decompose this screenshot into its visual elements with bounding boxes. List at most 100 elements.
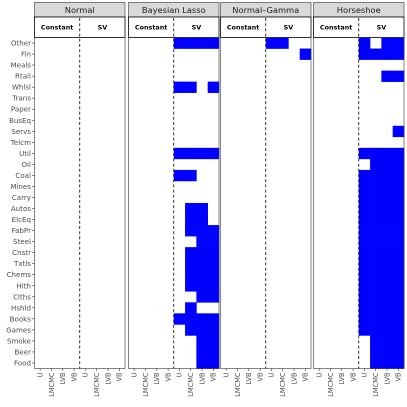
x-tick-label: U xyxy=(82,372,90,377)
y-tick-label: Autos xyxy=(11,204,31,213)
heatmap-cell xyxy=(381,280,393,292)
x-tick-label: VB xyxy=(210,372,218,382)
facet-strip-label: Normal xyxy=(65,5,95,15)
y-tick-label: Whlsl xyxy=(12,83,31,92)
heatmap-cell xyxy=(185,324,197,336)
heatmap-cell xyxy=(381,302,393,314)
heatmap-cell xyxy=(207,291,220,303)
heatmap-cell xyxy=(196,147,208,160)
heatmap-cell xyxy=(265,37,278,49)
heatmap-cell xyxy=(370,291,382,303)
heatmap-cell xyxy=(381,357,393,369)
heatmap-cell xyxy=(370,280,382,292)
heatmap-cell xyxy=(358,269,371,281)
heatmap-cell xyxy=(370,346,382,358)
facet-strip-label: Bayesian Lasso xyxy=(142,5,206,15)
x-tick-label: U xyxy=(176,372,184,377)
heatmap-cell xyxy=(381,335,393,347)
y-tick-label: Rtail xyxy=(15,72,31,81)
heatmap-cell xyxy=(370,169,382,182)
heatmap-cell xyxy=(185,214,197,226)
heatmap-cell xyxy=(185,269,197,281)
heatmap-cell xyxy=(381,169,393,182)
heatmap-cell xyxy=(392,247,405,259)
y-tick-label: Util xyxy=(19,149,31,158)
heatmap-cell xyxy=(196,236,208,248)
heatmap-cell xyxy=(392,346,405,358)
heatmap-cell xyxy=(381,225,393,237)
facet-strip-label: Horseshoe xyxy=(337,5,381,15)
heatmap-cell xyxy=(381,346,393,358)
x-tick-label: LMCMC xyxy=(372,372,380,397)
heatmap-cell xyxy=(185,225,197,237)
heatmap-cell xyxy=(381,70,393,82)
y-tick-label: Carry xyxy=(12,193,31,202)
heatmap-cell xyxy=(358,313,371,325)
y-tick-label: Trans xyxy=(11,94,31,103)
y-tick-label: Chems xyxy=(7,270,32,279)
heatmap-cell xyxy=(381,291,393,303)
heatmap-cell xyxy=(381,269,393,281)
x-tick-label: LVB xyxy=(153,372,161,384)
y-tick-label: Oil xyxy=(21,160,31,169)
heatmap-cell xyxy=(196,225,208,237)
heatmap-cell xyxy=(370,214,382,226)
y-tick-label: FabPr xyxy=(12,226,31,235)
heatmap-cell xyxy=(207,335,220,347)
y-tick-label: Meals xyxy=(11,61,32,70)
heatmap-cell xyxy=(370,191,382,204)
heatmap-cell xyxy=(381,158,393,171)
heatmap-cell xyxy=(207,346,220,358)
x-tick-label: U xyxy=(36,372,44,377)
heatmap-cell xyxy=(196,280,208,292)
heatmap-cell xyxy=(381,258,393,270)
heatmap-cell xyxy=(381,48,393,60)
heatmap-cell xyxy=(370,357,382,369)
heatmap-cell xyxy=(370,48,382,60)
heatmap-cell xyxy=(392,169,405,182)
heatmap-cell xyxy=(392,302,405,314)
x-tick-label: LMCMC xyxy=(48,372,56,397)
heatmap-cell xyxy=(358,291,371,303)
heatmap-cell xyxy=(358,247,371,259)
x-tick-label: U xyxy=(130,372,138,377)
heatmap-cell xyxy=(358,225,371,237)
heatmap-cell xyxy=(358,180,371,193)
heatmap-cell xyxy=(173,81,186,93)
heatmap-cell xyxy=(207,357,220,369)
heatmap-cell xyxy=(196,258,208,270)
heatmap-cell xyxy=(370,302,382,314)
group-label: Constant xyxy=(320,24,352,32)
heatmap-cell xyxy=(196,324,208,336)
group-label: SV xyxy=(284,24,294,32)
y-tick-label: Cnstr xyxy=(12,248,31,257)
heatmap-cell xyxy=(358,324,371,336)
x-tick-label: LMCMC xyxy=(93,372,101,397)
heatmap-cell xyxy=(196,313,208,325)
x-tick-label: U xyxy=(222,372,230,377)
y-tick-label: Other xyxy=(11,39,31,48)
group-label: SV xyxy=(192,24,202,32)
x-tick-label: VB xyxy=(70,372,78,382)
x-tick-label: LMCMC xyxy=(279,372,287,397)
heatmap-cell xyxy=(207,324,220,336)
heatmap-cell xyxy=(381,147,393,160)
heatmap-cell xyxy=(370,335,382,347)
heatmap-cell xyxy=(196,37,208,49)
heatmap-cell xyxy=(392,70,405,82)
heatmap-cell xyxy=(392,313,405,325)
heatmap-cell xyxy=(370,258,382,270)
x-tick-label: VB xyxy=(256,372,264,382)
heatmap-cell xyxy=(185,280,197,292)
x-tick-label: LVB xyxy=(104,372,112,384)
heatmap-cell xyxy=(381,191,393,204)
heatmap-cell xyxy=(207,81,220,93)
heatmap-cell xyxy=(207,236,220,248)
heatmap-cell xyxy=(392,214,405,226)
heatmap-cell xyxy=(207,258,220,270)
heatmap-cell xyxy=(185,37,197,49)
x-tick-label: LVB xyxy=(245,372,253,384)
x-tick-label: U xyxy=(315,372,323,377)
y-tick-label: Servs xyxy=(11,127,31,136)
